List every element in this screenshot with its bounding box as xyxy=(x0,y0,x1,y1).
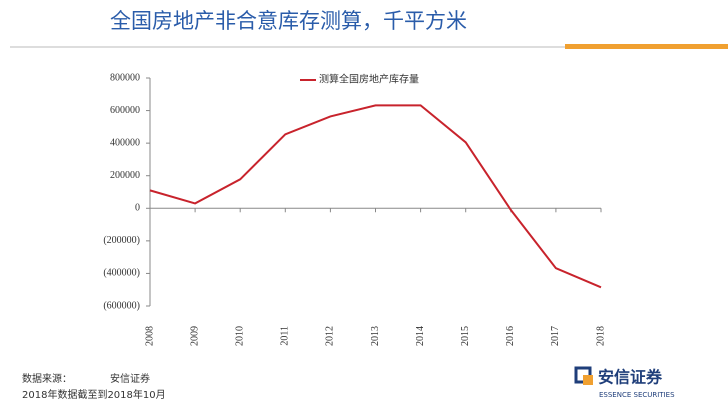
logo-name: 安信证券 xyxy=(598,368,663,387)
source-label: 数据来源： xyxy=(22,372,72,385)
x-tick-label: 2011 xyxy=(280,326,291,346)
x-tick-label: 2018 xyxy=(595,326,606,346)
x-tick-label: 2009 xyxy=(189,326,200,346)
y-tick-label: 600000 xyxy=(110,105,140,116)
y-tick-label: (200000) xyxy=(103,235,140,246)
y-tick-label: 400000 xyxy=(110,137,140,148)
page-title: 全国房地产非合意库存测算，千平方米 xyxy=(110,9,467,33)
y-tick-label: (400000) xyxy=(103,268,140,279)
source: 安信证券 xyxy=(110,372,150,385)
x-tick-label: 2017 xyxy=(550,326,561,346)
logo-subtitle: ESSENCE SECURITIES xyxy=(599,391,675,399)
title-accent xyxy=(565,44,728,49)
x-tick-label: 2010 xyxy=(234,326,245,346)
y-tick-label: 200000 xyxy=(110,170,140,181)
logo-icon xyxy=(583,375,593,385)
y-tick-label: 800000 xyxy=(110,72,140,83)
x-tick-label: 2013 xyxy=(370,326,381,346)
x-tick-label: 2012 xyxy=(325,326,336,346)
y-tick-label: 0 xyxy=(135,203,140,214)
legend-label: 测算全国房地产库存量 xyxy=(319,72,419,85)
line xyxy=(149,104,602,289)
x-tick-label: 2015 xyxy=(460,326,471,346)
x-tick-label: 2008 xyxy=(144,326,155,346)
y-tick-label: (600000) xyxy=(103,300,140,311)
note: 2018年数据截至到2018年10月 xyxy=(22,388,166,401)
x-tick-label: 2014 xyxy=(415,326,426,346)
x-tick-label: 2016 xyxy=(505,326,516,346)
